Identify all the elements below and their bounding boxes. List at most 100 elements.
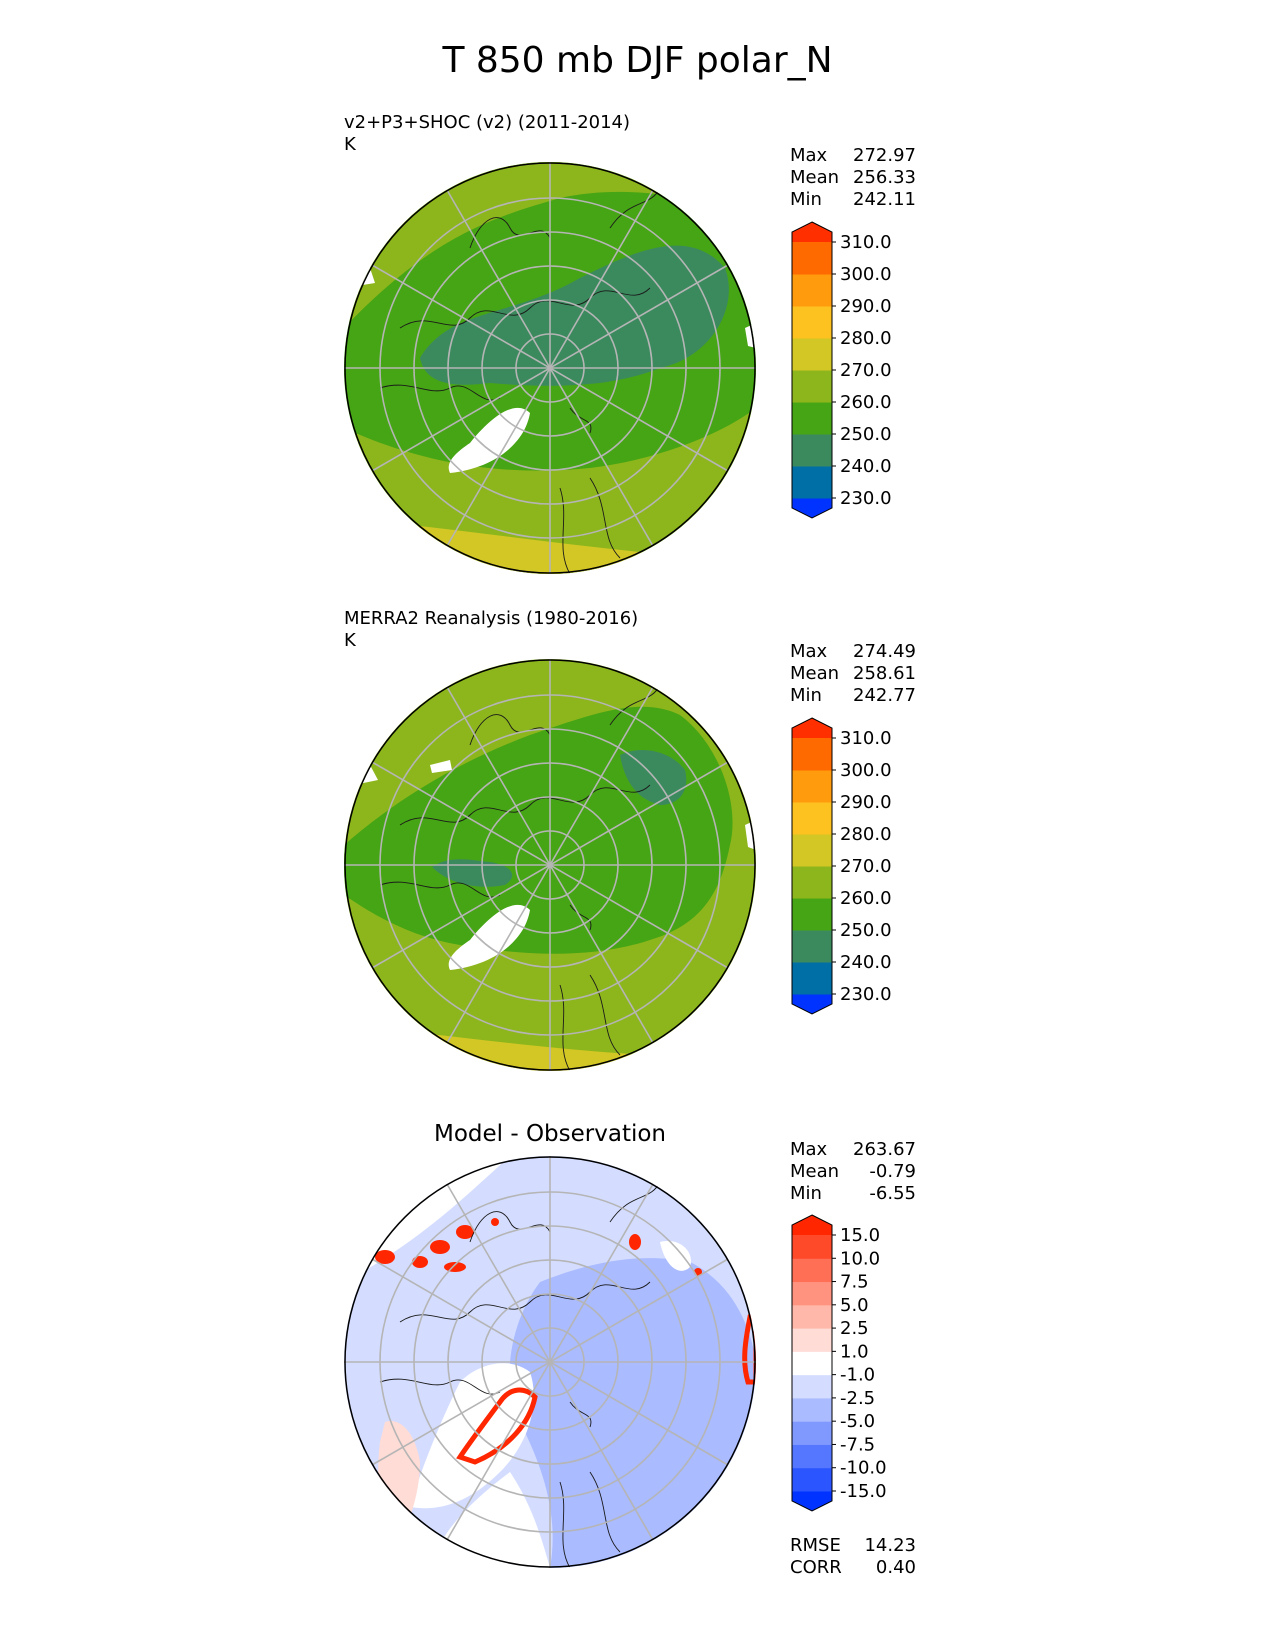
colorbar-segment <box>792 1421 832 1445</box>
test-graticule <box>344 162 756 574</box>
diff-hotspot <box>412 1256 428 1268</box>
stat-value: 272.97 <box>853 145 916 166</box>
ref-panel-title: MERRA2 Reanalysis (1980-2016) <box>344 608 639 629</box>
colorbar-segment <box>792 1281 832 1306</box>
ref-mask-nw2 <box>430 760 452 773</box>
stat-value: 14.23 <box>864 1535 916 1556</box>
diff-graticule <box>344 1156 756 1568</box>
colorbar-tick-label: -10.0 <box>840 1458 887 1479</box>
colorbar-tick-label: 240.0 <box>840 456 892 477</box>
ref-polar-map <box>344 659 756 1071</box>
test-band-270-north <box>344 162 756 328</box>
diff-hotspot <box>430 1240 450 1254</box>
test-stats: Max 272.97 Mean 256.33 Min 242.11 <box>790 145 916 211</box>
stat-label: Min <box>790 685 822 706</box>
colorbar-segment <box>792 770 832 803</box>
colorbar-extend-high <box>792 1215 832 1235</box>
ref-greenland-mask <box>448 904 530 970</box>
colorbar-tick-label: 260.0 <box>840 888 892 909</box>
stat-value: 263.67 <box>853 1139 916 1160</box>
stat-value: 242.77 <box>853 685 916 706</box>
colorbar-tick-label: 290.0 <box>840 296 892 317</box>
stat-label: Mean <box>790 663 840 684</box>
colorbar-tick-label: 290.0 <box>840 792 892 813</box>
colorbar-tick-label: -1.0 <box>840 1365 875 1386</box>
colorbar-tick-label: -2.5 <box>840 1388 875 1409</box>
colorbar-segment <box>792 1374 832 1399</box>
colorbar-outline <box>791 717 833 1015</box>
colorbar-segment <box>792 1467 832 1492</box>
ref-graticule <box>344 659 756 1071</box>
colorbar-tick-label: 270.0 <box>840 360 892 381</box>
test-greenland-mask <box>448 407 530 473</box>
colorbar-segment <box>792 1328 832 1352</box>
stat-label: Mean <box>790 167 840 188</box>
diff-hotspot <box>456 1225 474 1239</box>
diff-stats: Max 263.67 Mean -0.79 Min -6.55 <box>790 1139 916 1205</box>
diff-hotspot <box>629 1234 641 1250</box>
colorbar-tick-label: 300.0 <box>840 760 892 781</box>
diff-hotspot <box>444 1262 466 1272</box>
colorbar-tick-label: 5.0 <box>840 1295 869 1316</box>
colorbar-tick-label: 1.0 <box>840 1341 869 1362</box>
colorbar-segment <box>792 434 832 467</box>
colorbar-tick-label: 230.0 <box>840 488 892 509</box>
ref-stats: Max 274.49 Mean 258.61 Min 242.77 <box>790 641 916 707</box>
colorbar-extend-low <box>792 994 832 1014</box>
colorbar-tick-label: 250.0 <box>840 424 892 445</box>
colorbar-segment <box>792 930 832 963</box>
colorbar-tick-label: 10.0 <box>840 1248 880 1269</box>
colorbar-segment <box>792 1444 832 1469</box>
stat-label: Min <box>790 1183 822 1204</box>
colorbar-segment <box>792 738 832 771</box>
colorbar-extend-low <box>792 1491 832 1511</box>
stat-value: 256.33 <box>853 167 916 188</box>
colorbar-tick-label: 7.5 <box>840 1272 869 1293</box>
colorbar-segment <box>792 1397 832 1422</box>
colorbar-segment <box>792 802 832 835</box>
test-colorbar: 230.0 240.0 250.0 260.0 270.0 280.0 290.0 300.0… <box>791 221 892 519</box>
stat-label: CORR <box>790 1557 842 1578</box>
colorbar-segment <box>792 866 832 899</box>
diff-panel-title: Model - Observation <box>433 1121 667 1147</box>
diff-skill-scores: RMSE 14.23 CORR 0.40 <box>790 1535 916 1579</box>
test-panel-units: K <box>344 134 356 155</box>
stat-value: -6.55 <box>869 1183 916 1204</box>
ref-panel-units: K <box>344 630 356 651</box>
colorbar-tick-label: -5.0 <box>840 1411 875 1432</box>
colorbar-outline <box>791 221 833 519</box>
colorbar-tick-label: -7.5 <box>840 1434 875 1455</box>
stat-label: Max <box>790 145 828 166</box>
test-band-250-core <box>420 245 729 386</box>
diff-map-boundary <box>344 1156 756 1568</box>
colorbar-tick-label: 250.0 <box>840 920 892 941</box>
stat-label: Mean <box>790 1161 840 1182</box>
diff-hotspot <box>375 1250 395 1264</box>
ref-colorbar: 230.0 240.0 250.0 260.0 270.0 280.0 290.0 300.0… <box>791 717 892 1015</box>
colorbar-segment <box>792 898 832 931</box>
diff-polar-map <box>344 1156 756 1568</box>
colorbar-tick-label: 280.0 <box>840 824 892 845</box>
colorbar-tick-label: 280.0 <box>840 328 892 349</box>
colorbar-segment <box>792 962 832 995</box>
stat-value: -0.79 <box>869 1161 916 1182</box>
colorbar-segment <box>792 1258 832 1283</box>
colorbar-segment <box>792 402 832 435</box>
colorbar-tick-label: -15.0 <box>840 1481 887 1502</box>
colorbar-segment <box>792 338 832 371</box>
stat-value: 0.40 <box>875 1557 916 1578</box>
colorbar-tick-label: 300.0 <box>840 264 892 285</box>
colorbar-extend-high <box>792 222 832 242</box>
test-polar-map <box>344 162 756 574</box>
test-map-boundary <box>344 162 756 574</box>
colorbar-segment <box>792 306 832 339</box>
diff-colorbar: -15.0-10.0 -7.5-5.0-2.5-1.0 1.02.55.07.5 10… <box>791 1214 887 1512</box>
colorbar-segment <box>792 834 832 867</box>
colorbar-outline <box>791 1214 833 1512</box>
colorbar-tick-label: 240.0 <box>840 952 892 973</box>
diff-greenland-edge-hotspot <box>456 1387 538 1465</box>
page-title: T 850 mb DJF polar_N <box>442 40 833 81</box>
colorbar-extend-low <box>792 498 832 518</box>
colorbar-segment <box>792 1351 832 1376</box>
diff-band-near-zero-siberia <box>660 1241 691 1271</box>
